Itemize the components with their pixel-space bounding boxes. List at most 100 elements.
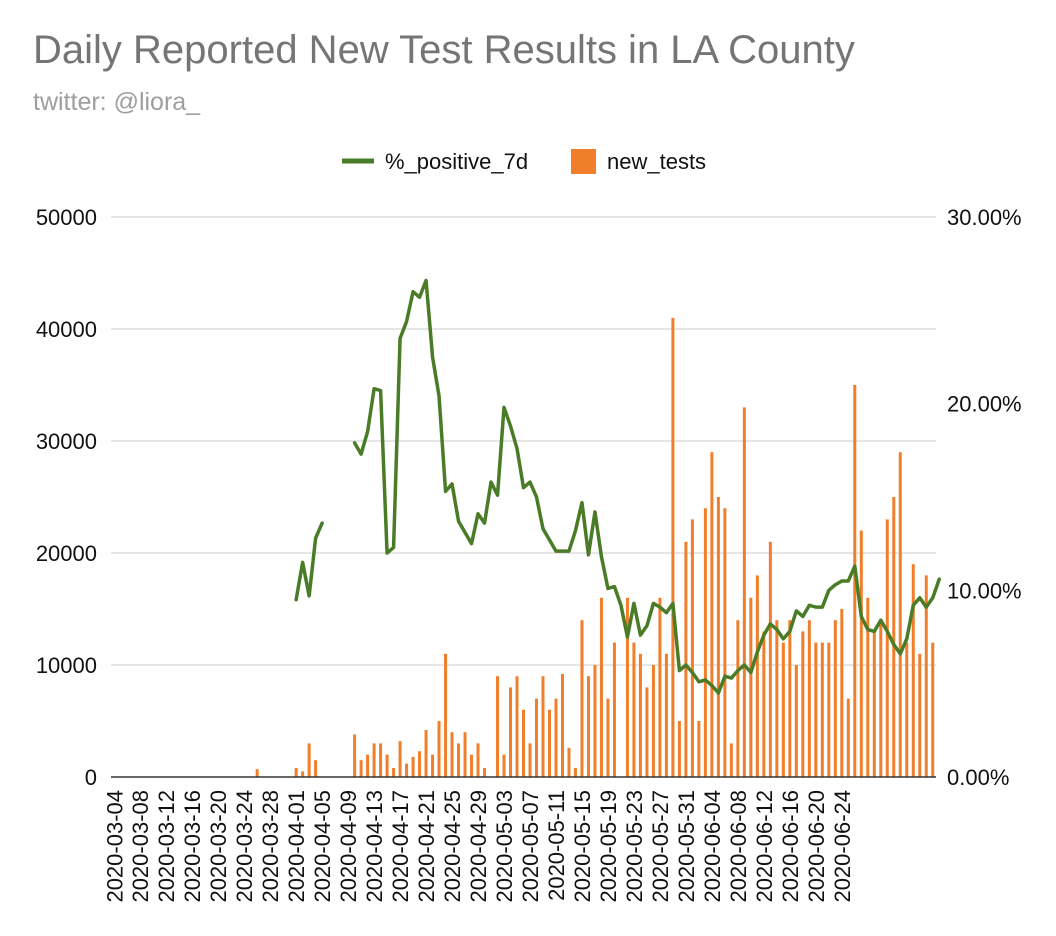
line-segment — [294, 521, 324, 602]
left-axis: 0 10000 20000 30000 40000 50000 — [36, 205, 97, 790]
bar — [892, 497, 896, 777]
bar — [359, 760, 363, 777]
bar — [703, 508, 707, 777]
bar — [586, 676, 590, 777]
bar — [638, 653, 642, 777]
gridlines — [111, 216, 936, 666]
x-tick-label: 2020-04-21 — [414, 790, 439, 903]
bar — [496, 676, 500, 777]
bar — [528, 743, 532, 777]
bar — [599, 597, 603, 777]
bar — [898, 452, 902, 777]
chart-subtitle: twitter: @liora_ — [33, 88, 201, 116]
line-segment — [352, 278, 941, 695]
y-left-tick-label: 10000 — [36, 653, 97, 678]
bar — [515, 676, 519, 777]
bar — [645, 687, 649, 777]
bar — [522, 709, 525, 777]
legend-label-positive: %_positive_7d — [385, 149, 528, 174]
x-tick-label: 2020-06-12 — [752, 790, 777, 903]
y-left-tick-label: 20000 — [36, 541, 97, 566]
y-left-tick-label: 30000 — [36, 429, 97, 454]
bar — [483, 768, 487, 777]
x-tick-label: 2020-05-19 — [596, 790, 621, 903]
x-tick-label: 2020-06-24 — [830, 790, 855, 903]
x-tick-label: 2020-04-09 — [336, 790, 361, 903]
bar — [833, 620, 837, 777]
chart-title: Daily Reported New Test Results in LA Co… — [33, 28, 855, 72]
bar — [547, 709, 551, 777]
bar — [593, 665, 597, 777]
x-axis: 2020-03-04 2020-03-08 2020-03-12 2020-03-16… — [102, 790, 855, 903]
bar — [794, 665, 798, 777]
bar — [807, 620, 811, 777]
bar — [716, 497, 720, 777]
bar — [573, 768, 577, 777]
bar — [820, 642, 824, 777]
bar — [632, 642, 636, 777]
x-tick-label: 2020-06-20 — [804, 790, 829, 903]
x-tick-label: 2020-05-11 — [544, 790, 569, 901]
y-right-tick-label: 20.00% — [947, 392, 1022, 417]
bar — [612, 642, 616, 777]
bar — [580, 620, 584, 777]
x-tick-label: 2020-06-04 — [700, 790, 725, 903]
bar — [866, 597, 870, 777]
bar — [749, 597, 753, 777]
bar — [801, 631, 805, 777]
bar — [314, 760, 318, 777]
bar — [684, 541, 688, 777]
x-tick-label: 2020-05-15 — [570, 790, 595, 903]
bar — [606, 698, 610, 777]
bar — [411, 756, 415, 777]
bar — [840, 609, 844, 777]
x-tick-label: 2020-03-12 — [154, 790, 179, 903]
x-tick-label: 2020-03-20 — [206, 790, 231, 903]
bar — [736, 620, 740, 777]
x-tick-label: 2020-03-28 — [258, 790, 283, 903]
bar — [294, 768, 298, 777]
bar — [625, 597, 629, 777]
x-tick-label: 2020-05-31 — [674, 790, 699, 903]
bar — [723, 508, 727, 777]
right-axis: 0.00% 10.00% 20.00% 30.00% — [947, 205, 1022, 790]
bar — [307, 743, 311, 777]
bar — [762, 631, 766, 777]
x-tick-label: 2020-04-01 — [284, 790, 309, 903]
bar — [768, 541, 772, 777]
bar — [677, 721, 681, 777]
bar — [509, 687, 513, 777]
bar-series-new-tests — [255, 317, 935, 777]
bar — [385, 754, 389, 777]
bar — [405, 763, 409, 777]
bar — [470, 754, 474, 777]
bar — [534, 698, 538, 777]
bar — [872, 631, 876, 777]
bar — [301, 771, 305, 777]
bar — [846, 698, 850, 777]
x-tick-label: 2020-03-16 — [180, 790, 205, 903]
bar — [418, 751, 422, 777]
bar — [853, 385, 857, 777]
line-series-positive-7d — [294, 278, 941, 695]
bar — [911, 564, 915, 777]
bar — [457, 743, 461, 777]
x-tick-label: 2020-04-05 — [310, 790, 335, 903]
bar — [444, 653, 448, 777]
bar — [690, 519, 694, 777]
bar — [742, 407, 746, 777]
x-tick-label: 2020-04-13 — [362, 790, 387, 903]
bar — [366, 754, 370, 777]
bar — [353, 734, 357, 777]
bar — [755, 575, 759, 777]
bar — [885, 519, 889, 777]
bar — [775, 620, 779, 777]
x-tick-label: 2020-03-24 — [232, 790, 257, 903]
bar — [931, 642, 935, 777]
x-tick-label: 2020-04-17 — [388, 790, 413, 903]
bar — [560, 673, 564, 777]
x-tick-label: 2020-06-08 — [726, 790, 751, 903]
x-tick-label: 2020-03-08 — [128, 790, 153, 903]
y-right-tick-label: 0.00% — [947, 765, 1009, 790]
